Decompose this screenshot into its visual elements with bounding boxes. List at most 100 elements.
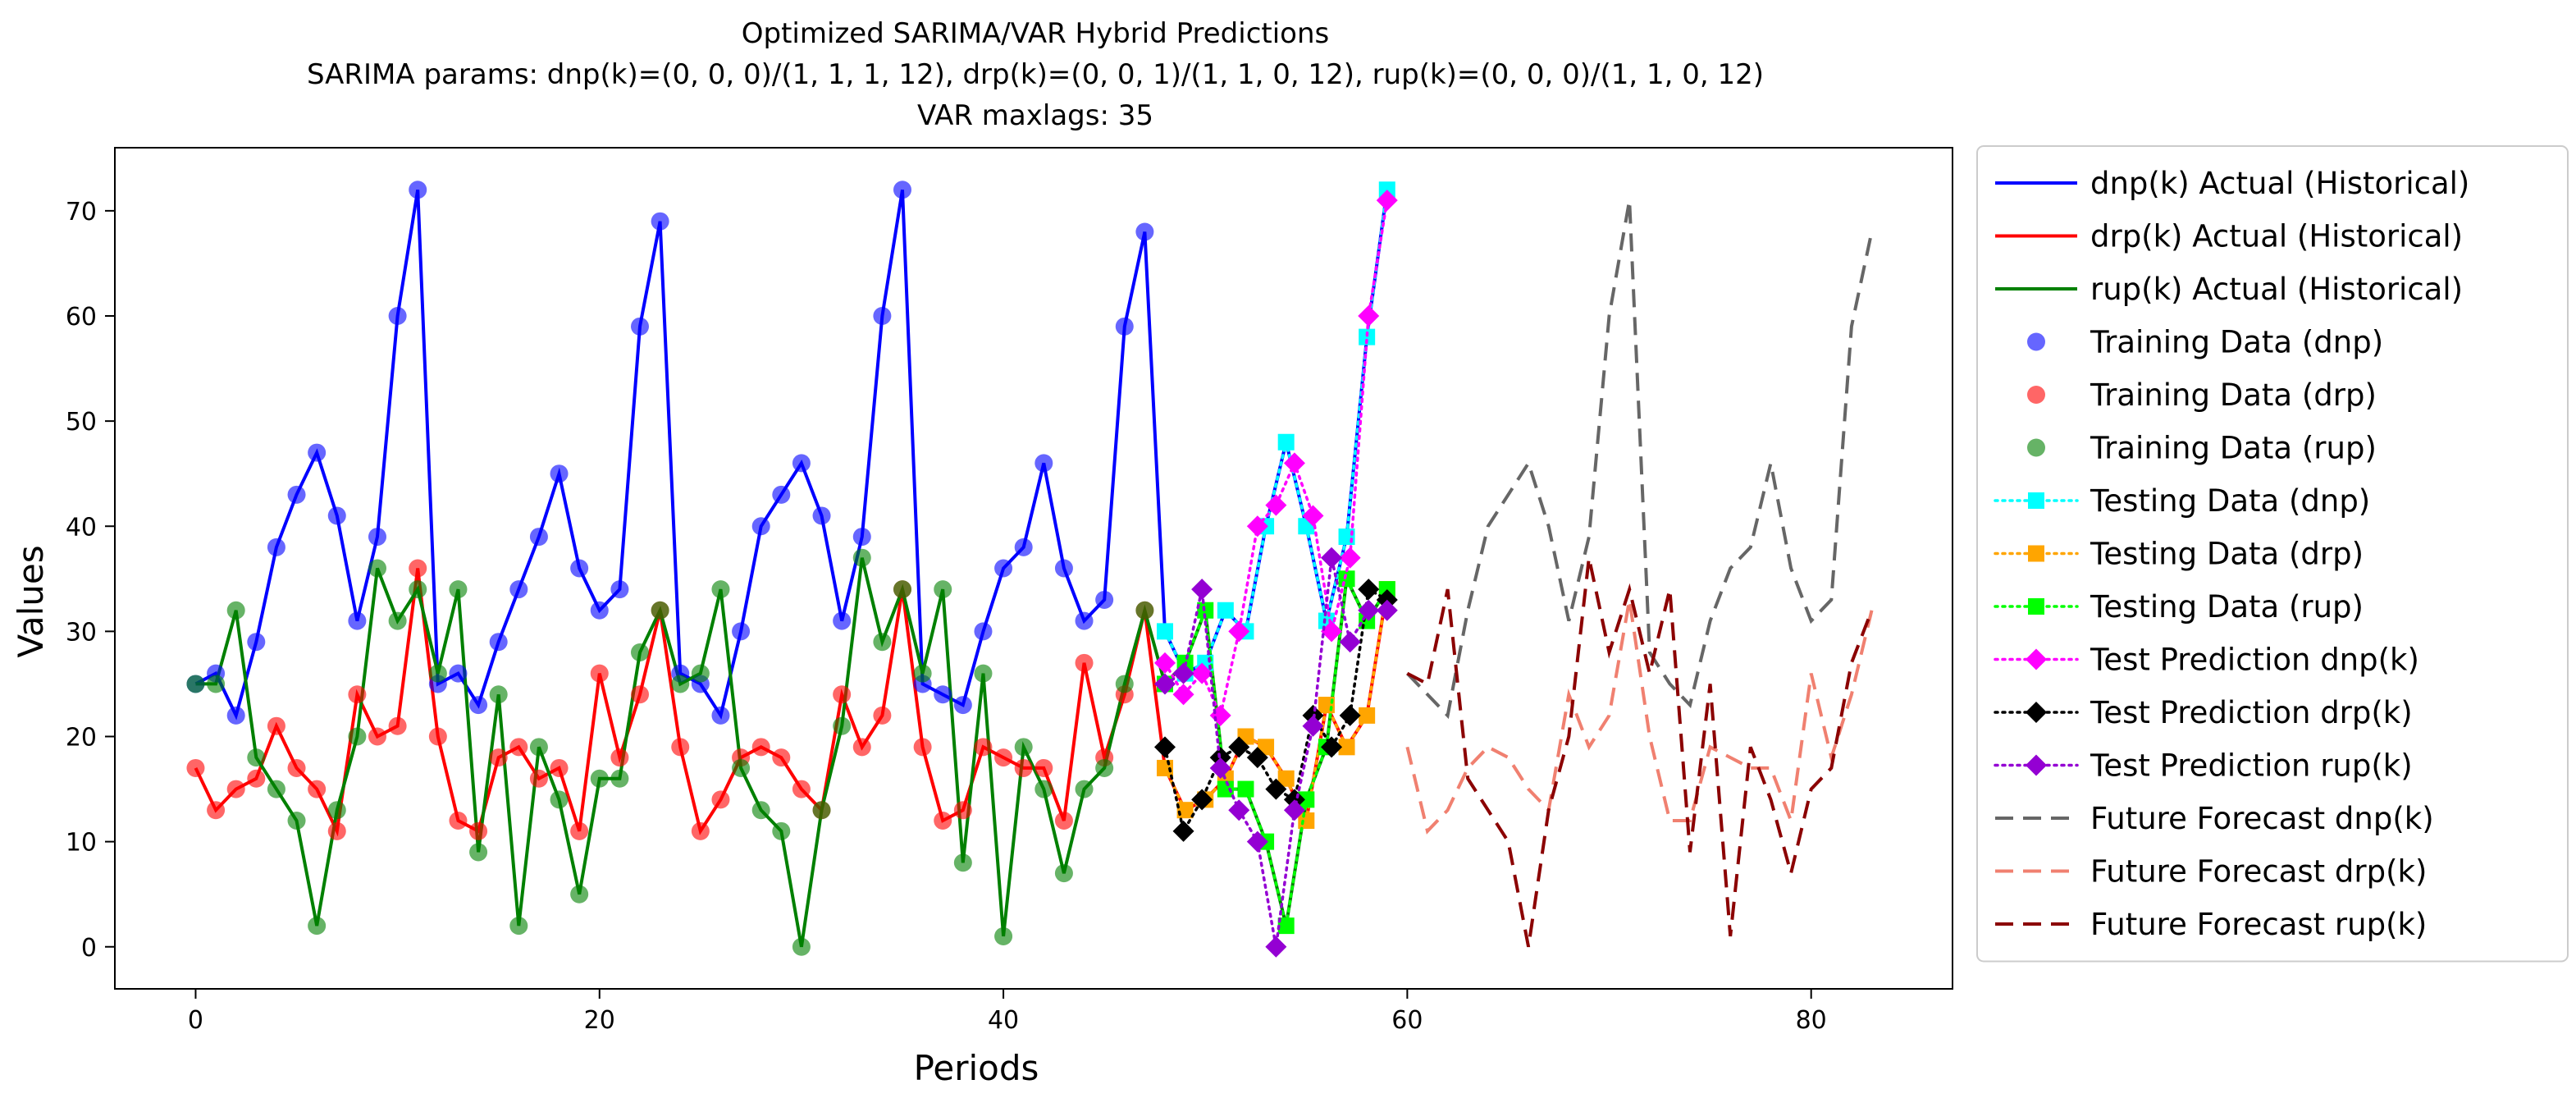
testing-point-dnp — [1217, 602, 1234, 619]
chart-title-line-3: VAR maxlags: 35 — [917, 99, 1153, 132]
testing-point-drp — [1258, 739, 1275, 756]
legend-item: Future Forecast drp(k) — [1995, 854, 2427, 890]
training-point-rup — [428, 664, 447, 683]
legend-label: Future Forecast rup(k) — [2090, 907, 2427, 942]
legend-label: rup(k) Actual (Historical) — [2090, 272, 2463, 307]
legend-item: Future Forecast rup(k) — [1995, 907, 2427, 942]
prediction-point-rup — [1172, 662, 1194, 684]
forecast-line-dnp — [1405, 199, 1874, 720]
training-point-drp — [449, 812, 468, 830]
legend-swatch-square — [2028, 492, 2044, 509]
training-point-rup — [913, 664, 932, 683]
training-point-dnp — [1035, 454, 1053, 473]
legend-label: Testing Data (rup) — [2090, 589, 2364, 624]
y-axis-label: Values — [11, 545, 51, 657]
prediction-point-dnp — [1154, 652, 1176, 674]
testing-point-dnp — [1359, 328, 1376, 345]
legend-label: Test Prediction drp(k) — [2090, 695, 2413, 730]
prediction-point-dnp — [1283, 452, 1305, 474]
training-point-drp — [974, 738, 993, 757]
prediction-point-rup — [1191, 579, 1213, 601]
training-point-rup — [974, 664, 993, 683]
prediction-point-rup — [1376, 599, 1398, 621]
prediction-point-drp — [1321, 736, 1343, 758]
training-point-dnp — [772, 485, 791, 504]
prediction-point-dnp — [1209, 704, 1231, 726]
training-point-drp — [953, 801, 972, 820]
testing-point-rup — [1298, 791, 1315, 808]
training-point-drp — [287, 758, 306, 777]
training-point-drp — [852, 738, 871, 757]
legend-swatch-diamond — [2026, 754, 2047, 776]
prediction-point-drp — [1191, 789, 1213, 811]
prediction-point-rup — [1228, 799, 1250, 821]
training-point-drp — [469, 821, 488, 840]
training-point-rup — [651, 601, 669, 620]
legend-label: Test Prediction rup(k) — [2090, 748, 2413, 784]
training-point-rup — [671, 675, 690, 693]
axes: 0 20 40 60 80 0 10 20 30 40 50 60 70 — [66, 147, 1953, 1035]
training-point-drp — [509, 738, 528, 757]
training-point-rup — [873, 633, 892, 652]
training-point-drp — [833, 685, 852, 704]
training-point-rup — [287, 812, 306, 830]
legend-item: Training Data (drp) — [2027, 377, 2377, 413]
training-point-drp — [711, 790, 730, 809]
training-point-rup — [751, 801, 770, 820]
training-point-drp — [610, 748, 629, 767]
training-point-rup — [308, 917, 327, 936]
training-point-rup — [327, 801, 346, 820]
training-point-drp — [873, 706, 892, 725]
y-tick-label: 10 — [66, 829, 97, 858]
y-tick-label: 60 — [66, 303, 97, 332]
training-point-rup — [267, 780, 285, 798]
training-point-drp — [691, 821, 710, 840]
training-point-drp — [590, 664, 609, 683]
legend-swatch-diamond — [2026, 648, 2047, 670]
prediction-point-dnp — [1191, 662, 1213, 684]
chart-title-line-2: SARIMA params: dnp(k)=(0, 0, 0)/(1, 1, 1… — [307, 58, 1764, 91]
chart-title: Optimized SARIMA/VAR Hybrid Predictions … — [307, 17, 1764, 132]
training-point-dnp — [590, 601, 609, 620]
training-point-rup — [994, 926, 1013, 945]
training-point-dnp — [711, 706, 730, 725]
legend-item: rup(k) Actual (Historical) — [1995, 272, 2463, 307]
forecast-line-drp — [1405, 599, 1874, 835]
prediction-point-drp — [1228, 736, 1250, 758]
training-point-rup — [570, 885, 589, 904]
training-point-rup — [1014, 738, 1033, 757]
training-point-rup — [1115, 675, 1134, 693]
prediction-point-dnp — [1321, 620, 1343, 643]
training-point-dnp — [833, 611, 852, 630]
training-point-rup — [1135, 601, 1154, 620]
prediction-point-rup — [1283, 799, 1305, 821]
training-point-drp — [751, 738, 770, 757]
testing-point-dnp — [1277, 433, 1295, 451]
training-point-rup — [631, 643, 649, 661]
prediction-point-rup — [1302, 715, 1324, 737]
training-point-dnp — [1095, 590, 1114, 609]
legend-item: dnp(k) Actual (Historical) — [1995, 166, 2469, 201]
training-point-dnp — [368, 528, 386, 547]
prediction-point-dnp — [1246, 515, 1268, 538]
plot-area — [186, 181, 1874, 958]
prediction-point-rup — [1358, 599, 1380, 621]
legend-item: Testing Data (dnp) — [1994, 483, 2370, 519]
y-tick-label: 30 — [66, 618, 97, 647]
training-point-rup — [852, 548, 871, 567]
training-point-drp — [934, 812, 952, 830]
plot-frame — [114, 147, 1953, 990]
legend-label: Training Data (rup) — [2090, 431, 2377, 466]
x-tick-label: 20 — [584, 1006, 615, 1035]
training-point-dnp — [974, 622, 993, 641]
training-point-drp — [1014, 758, 1033, 777]
legend-item: Testing Data (rup) — [1994, 589, 2364, 624]
testing-point-drp — [1359, 707, 1376, 724]
training-point-dnp — [1014, 538, 1033, 556]
training-point-drp — [368, 727, 386, 746]
training-point-dnp — [348, 611, 367, 630]
legend-item: Training Data (dnp) — [2027, 325, 2383, 360]
prediction-point-dnp — [1228, 620, 1250, 643]
legend-label: Future Forecast drp(k) — [2090, 854, 2427, 890]
